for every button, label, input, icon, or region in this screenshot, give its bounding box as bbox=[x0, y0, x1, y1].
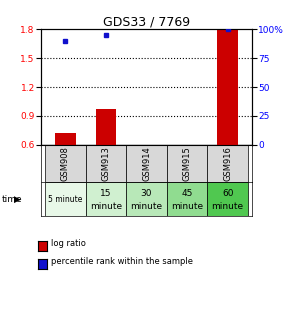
Bar bbox=[126, 145, 167, 182]
Bar bbox=[86, 145, 126, 182]
Bar bbox=[217, 29, 238, 145]
Text: minute: minute bbox=[90, 202, 122, 211]
Bar bbox=[96, 109, 116, 145]
Text: 30: 30 bbox=[141, 189, 152, 198]
Text: minute: minute bbox=[212, 202, 244, 211]
Text: 45: 45 bbox=[181, 189, 193, 198]
Text: time: time bbox=[1, 195, 22, 204]
Bar bbox=[167, 145, 207, 182]
Text: 60: 60 bbox=[222, 189, 234, 198]
Bar bbox=[45, 145, 86, 182]
Text: ▶: ▶ bbox=[14, 195, 21, 204]
Text: log ratio: log ratio bbox=[51, 239, 86, 248]
Text: GSM916: GSM916 bbox=[223, 146, 232, 181]
Text: percentile rank within the sample: percentile rank within the sample bbox=[51, 257, 193, 266]
Text: 5 minute: 5 minute bbox=[48, 195, 83, 204]
Bar bbox=[55, 133, 76, 145]
Text: GSM913: GSM913 bbox=[101, 146, 110, 181]
Bar bbox=[167, 182, 207, 216]
Bar bbox=[86, 182, 126, 216]
Text: minute: minute bbox=[130, 202, 163, 211]
Bar bbox=[207, 182, 248, 216]
Text: GSM908: GSM908 bbox=[61, 146, 70, 181]
Text: minute: minute bbox=[171, 202, 203, 211]
Bar bbox=[45, 182, 86, 216]
Text: GSM915: GSM915 bbox=[183, 146, 192, 181]
Bar bbox=[126, 182, 167, 216]
Title: GDS33 / 7769: GDS33 / 7769 bbox=[103, 15, 190, 28]
Text: GSM914: GSM914 bbox=[142, 146, 151, 181]
Text: 15: 15 bbox=[100, 189, 112, 198]
Bar bbox=[207, 145, 248, 182]
